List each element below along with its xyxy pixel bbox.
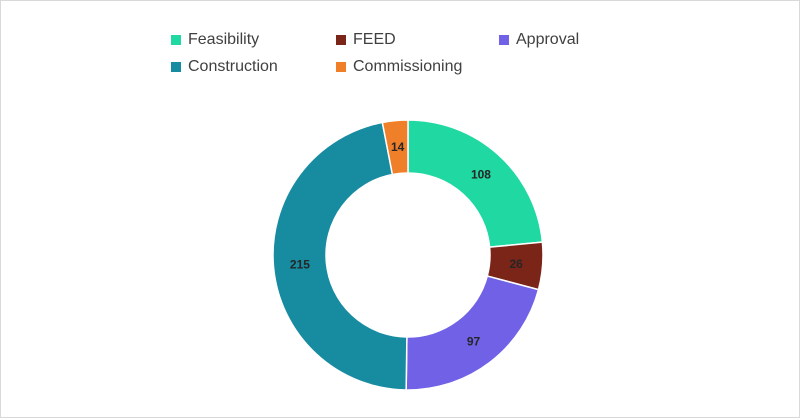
legend-label-feasibility: Feasibility bbox=[188, 31, 260, 48]
legend-item-feasibility: Feasibility bbox=[171, 31, 259, 49]
donut-slice-feasibility bbox=[407, 119, 544, 248]
data-label-feasibility: 108 bbox=[471, 168, 491, 182]
legend-label-approval: Approval bbox=[516, 31, 580, 48]
data-label-feed: 26 bbox=[509, 257, 523, 271]
legend-swatch-construction bbox=[171, 62, 181, 72]
donut-slice-construction bbox=[272, 121, 408, 391]
legend-item-approval: Approval bbox=[499, 31, 579, 49]
donut-slice-approval bbox=[405, 275, 540, 391]
legend-swatch-approval bbox=[499, 35, 509, 45]
legend-item-feed: FEED bbox=[336, 31, 396, 49]
legend-swatch-feed bbox=[336, 35, 346, 45]
data-label-commissioning: 14 bbox=[391, 140, 405, 154]
legend-item-construction: Construction bbox=[171, 58, 278, 76]
legend-label-commissioning: Commissioning bbox=[353, 58, 463, 75]
legend-label-construction: Construction bbox=[188, 58, 278, 75]
legend-swatch-commissioning bbox=[336, 62, 346, 72]
legend-swatch-feasibility bbox=[171, 35, 181, 45]
legend-item-commissioning: Commissioning bbox=[336, 58, 462, 76]
donut-slice-commissioning bbox=[381, 119, 409, 176]
data-label-approval: 97 bbox=[467, 334, 481, 348]
data-label-construction: 215 bbox=[290, 258, 310, 272]
legend-label-feed: FEED bbox=[353, 31, 396, 48]
